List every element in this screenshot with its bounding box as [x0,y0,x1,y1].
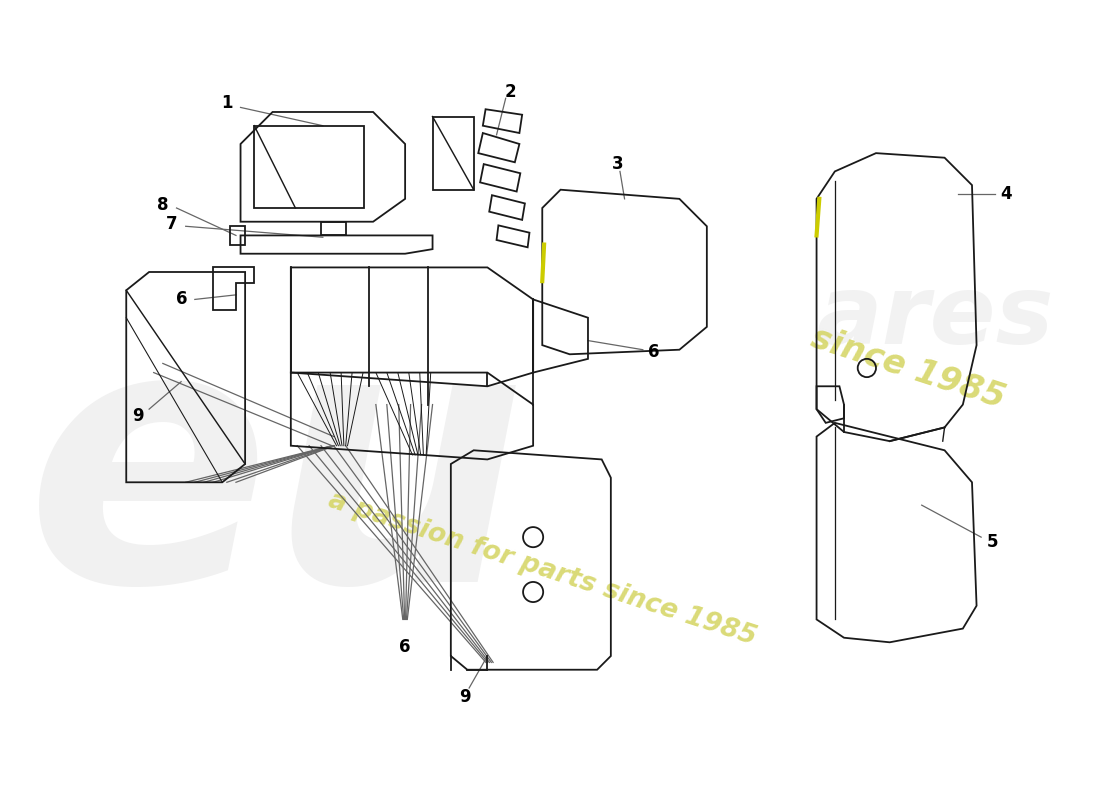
Text: 8: 8 [157,196,168,214]
Text: a passion for parts since 1985: a passion for parts since 1985 [324,487,760,651]
Text: 2: 2 [505,83,516,101]
Text: 5: 5 [987,533,998,550]
Text: 1: 1 [221,94,232,112]
Text: 3: 3 [612,155,623,173]
Text: 6: 6 [176,290,188,309]
Text: ares: ares [816,271,1054,364]
Text: 6: 6 [399,638,411,656]
Text: 4: 4 [1000,186,1012,203]
Text: 9: 9 [132,406,144,425]
Text: 6: 6 [648,342,660,361]
Text: 9: 9 [459,688,471,706]
Text: since 1985: since 1985 [806,321,1009,415]
Text: eu: eu [26,308,528,657]
Text: 7: 7 [166,215,178,234]
